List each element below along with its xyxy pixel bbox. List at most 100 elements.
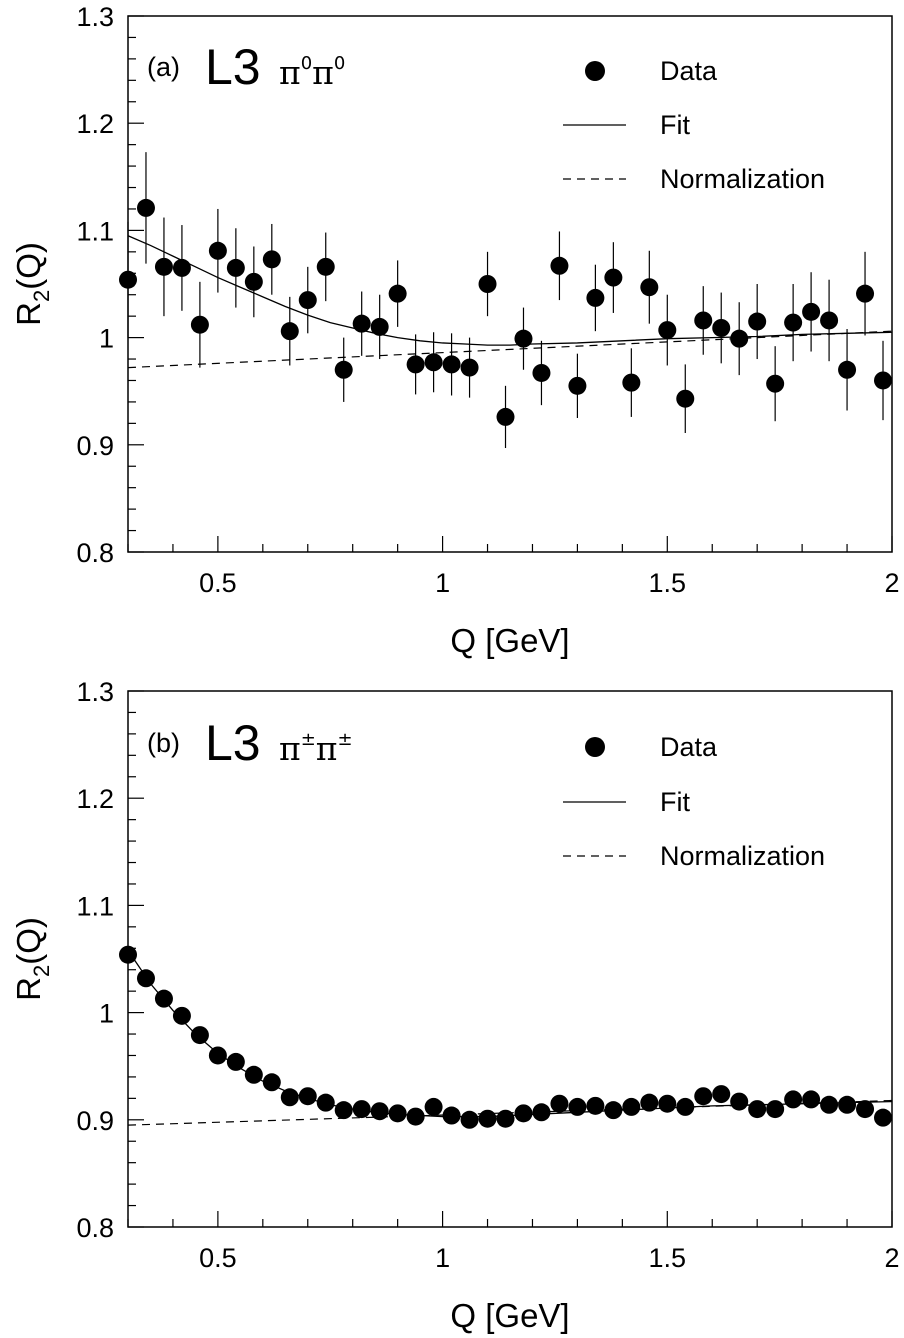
experiment-label-b: L3 — [205, 715, 261, 771]
data-point — [352, 1100, 371, 1119]
plot-frame-a — [127, 15, 893, 553]
data-point — [442, 1106, 461, 1125]
data-point — [172, 258, 191, 277]
data-point — [766, 374, 785, 393]
particle-label-a: π0π0 — [279, 53, 345, 92]
x-axis-title-a: Q [GeV] — [450, 622, 569, 659]
data-point — [316, 257, 335, 276]
y-tick-label: 1.2 — [76, 784, 114, 814]
legend-marker-data-b — [585, 737, 605, 757]
fit-curve — [127, 950, 893, 1118]
normalization-line-a — [127, 330, 893, 369]
x-ticks-a: 0.5 1 1.5 2 — [127, 536, 900, 598]
legend-label-data-b: Data — [660, 732, 718, 762]
data-point — [694, 1087, 713, 1106]
experiment-label-a: L3 — [205, 39, 261, 95]
data-point — [550, 256, 569, 275]
panel-a: 0.80.911.11.21.3 0.5 1 1.5 2 Q [GeV] R2(Q) … — [10, 2, 900, 659]
data-point — [334, 360, 353, 379]
data-point — [820, 311, 839, 330]
x-tick-label: 0.5 — [199, 1243, 237, 1273]
data-point — [460, 1110, 479, 1129]
data-point — [262, 1073, 281, 1092]
x-tick-label: 1.5 — [649, 568, 687, 598]
data-point — [442, 355, 461, 374]
data-point — [640, 278, 659, 297]
legend-label-normalization-b: Normalization — [660, 841, 825, 871]
x-tick-label: 1 — [435, 1243, 450, 1273]
legend-b: Data Fit Normalization — [563, 732, 825, 871]
data-point — [730, 329, 749, 348]
legend-label-fit-b: Fit — [660, 787, 690, 817]
data-point — [226, 1052, 245, 1071]
data-point — [119, 945, 137, 964]
data-point — [550, 1094, 569, 1113]
normalization-line — [127, 330, 893, 369]
y-axis-title-b: R2(Q) — [10, 917, 54, 1001]
data-point — [478, 275, 497, 293]
data-point — [424, 353, 443, 372]
y-axis-title-a: R2(Q) — [10, 242, 54, 326]
data-point — [802, 1090, 821, 1109]
y-tick-label: 1.3 — [76, 2, 114, 32]
x-axis-title-b: Q [GeV] — [450, 1297, 569, 1334]
x-tick-label: 2 — [884, 1243, 899, 1273]
data-point — [658, 321, 677, 340]
data-points-a — [119, 152, 893, 449]
data-point — [208, 1046, 227, 1065]
data-point — [820, 1095, 839, 1114]
data-point — [676, 389, 695, 408]
data-point — [334, 1101, 353, 1120]
particle-label-b: π±π± — [279, 729, 353, 768]
data-point — [478, 1109, 497, 1128]
data-point — [119, 270, 137, 289]
data-point — [694, 311, 713, 330]
data-points-b — [119, 945, 893, 1129]
data-point — [280, 322, 299, 341]
data-point — [190, 1026, 209, 1045]
data-point — [208, 241, 227, 260]
y-tick-label: 1.2 — [76, 109, 114, 139]
data-point — [262, 250, 281, 269]
y-tick-label: 1.1 — [76, 891, 114, 921]
data-point — [496, 1109, 515, 1128]
data-point — [676, 1097, 695, 1116]
data-point — [172, 1006, 191, 1025]
fit-curve — [127, 235, 893, 346]
panel-label-a: (a) — [147, 52, 180, 82]
data-point — [586, 1096, 605, 1115]
y-tick-label: 1 — [99, 324, 114, 354]
data-point — [460, 358, 479, 377]
data-point — [316, 1093, 335, 1112]
panel-label-b: (b) — [147, 728, 180, 758]
data-point — [154, 257, 173, 276]
data-point — [604, 268, 623, 287]
x-ticks-b: 0.5 1 1.5 2 — [127, 1211, 900, 1273]
data-point — [244, 1065, 263, 1084]
data-point — [748, 1100, 767, 1119]
y-tick-label: 1 — [99, 999, 114, 1029]
data-point — [712, 1085, 731, 1104]
y-tick-label: 0.8 — [76, 538, 114, 568]
data-point — [586, 288, 605, 307]
data-point — [514, 329, 533, 348]
x-tick-label: 0.5 — [199, 568, 237, 598]
data-point — [388, 1104, 407, 1123]
data-point — [784, 313, 803, 332]
legend-label-data-a: Data — [660, 56, 718, 86]
data-point — [802, 302, 821, 321]
data-point — [280, 1088, 299, 1107]
data-point — [838, 1095, 857, 1114]
data-point — [298, 1087, 317, 1106]
data-point — [658, 1094, 677, 1113]
data-point — [406, 355, 425, 374]
legend-label-fit-a: Fit — [660, 110, 690, 140]
data-point — [370, 1102, 389, 1121]
data-point — [568, 376, 587, 395]
data-point — [136, 969, 155, 988]
data-point — [622, 1097, 641, 1116]
data-point — [406, 1107, 425, 1126]
data-point — [154, 989, 173, 1008]
data-point — [766, 1100, 785, 1119]
data-point — [388, 284, 407, 303]
